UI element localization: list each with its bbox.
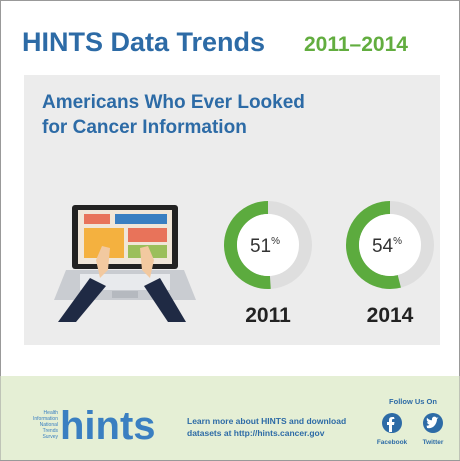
value-number: 54 <box>372 236 394 257</box>
social-label: Facebook <box>377 439 408 446</box>
infographic: HINTS Data Trends 2011–2014 Americans Wh… <box>0 0 460 461</box>
chart-title: for Cancer Information <box>42 117 247 138</box>
learn-more: Learn more about HINTS and download <box>187 416 346 426</box>
follow-label: Follow Us On <box>389 397 437 406</box>
category-label: 2011 <box>245 304 291 327</box>
logo: hints <box>60 404 156 448</box>
value-number: 51 <box>250 236 271 257</box>
value-unit: % <box>271 236 280 247</box>
header-title: HINTS Data Trends <box>22 27 265 57</box>
header-years: 2011–2014 <box>304 33 408 56</box>
facebook-icon[interactable] <box>382 413 402 433</box>
survey-line: Survey <box>42 434 58 440</box>
learn-more: datasets at http://hints.cancer.gov <box>187 428 325 438</box>
category-label: 2014 <box>367 304 414 327</box>
twitter-icon[interactable] <box>423 413 443 433</box>
chart-title: Americans Who Ever Looked <box>42 92 305 113</box>
value-unit: % <box>393 236 402 247</box>
social-label: Twitter <box>423 439 444 446</box>
